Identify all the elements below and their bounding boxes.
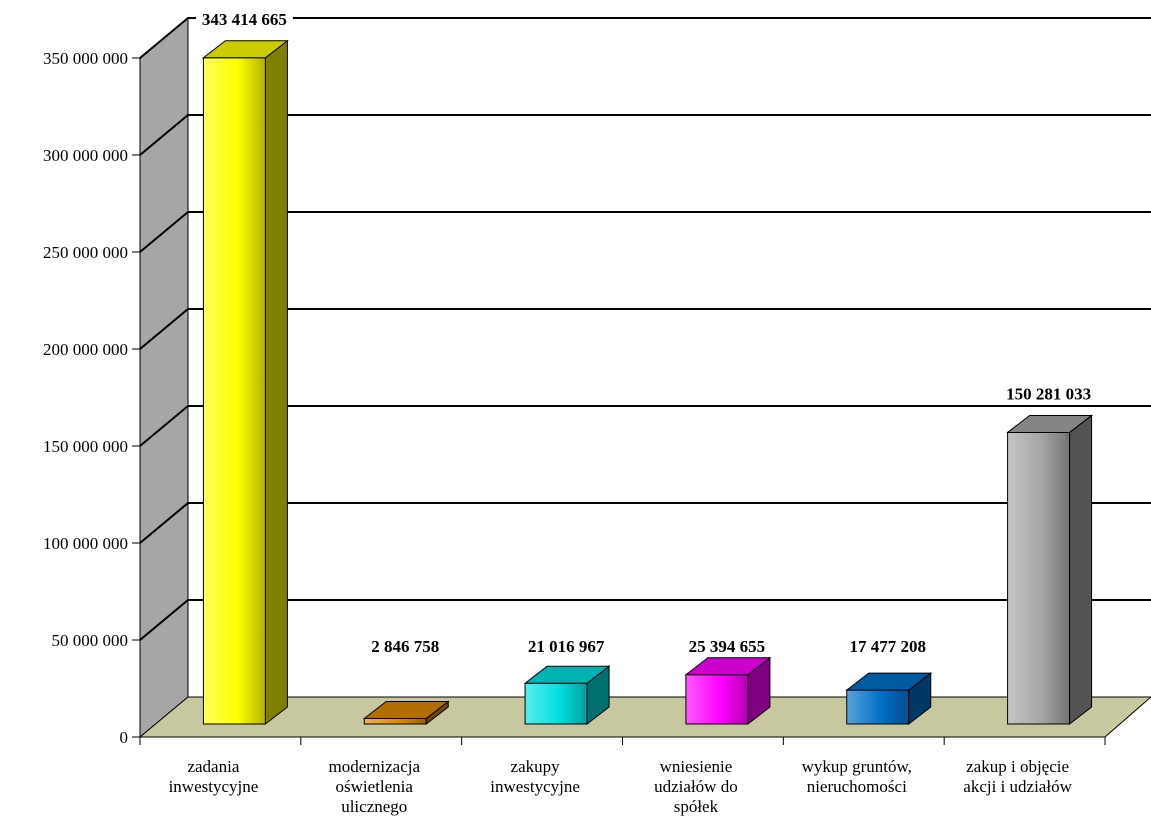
gridline	[139, 405, 1151, 447]
data-label: 21 016 967	[528, 637, 605, 656]
side-wall	[139, 16, 189, 739]
gridline	[139, 17, 1151, 59]
gridline	[139, 308, 1151, 350]
data-labels: 343 414 665 2 846 758 21 016 967 25 394 655…	[195, 7, 1091, 656]
bar-front	[846, 689, 910, 725]
bar-top	[1006, 414, 1094, 433]
bar-front	[202, 57, 266, 725]
y-tick-label: 150 000 000	[43, 437, 128, 456]
bar-side	[1069, 414, 1093, 726]
bar	[1006, 414, 1094, 726]
y-tick-label: 0	[120, 728, 129, 747]
bar	[362, 700, 450, 726]
y-tick-label: 300 000 000	[43, 146, 128, 165]
bar-front	[685, 674, 749, 725]
bar	[845, 672, 933, 726]
bar-top	[362, 700, 450, 719]
x-tick-label: wykup gruntów, nieruchomości	[802, 757, 912, 796]
bar-top	[684, 657, 772, 676]
x-tick-label: zadania inwestycyjne	[169, 757, 259, 796]
y-tick-label: 200 000 000	[43, 340, 128, 359]
bar	[201, 39, 289, 726]
chart-walls	[138, 16, 1151, 739]
y-tick-label: 250 000 000	[43, 243, 128, 262]
bar-front	[524, 682, 588, 725]
x-tick-label: zakup i objęcie akcji i udziałów	[963, 757, 1072, 796]
x-tick-label: wniesienie udziałów do spółek	[654, 757, 738, 816]
gridline	[139, 599, 1151, 641]
data-label: 25 394 655	[689, 637, 766, 656]
axes	[132, 57, 1106, 745]
data-label: 2 846 758	[371, 637, 439, 656]
gridline	[139, 114, 1151, 156]
floor	[138, 696, 1151, 738]
bar-side	[264, 39, 288, 726]
bar-front	[363, 717, 427, 725]
x-tick-label: zakupy inwestycyjne	[490, 757, 580, 796]
bars	[201, 39, 1094, 726]
gridline	[139, 211, 1151, 253]
data-label: 17 477 208	[850, 637, 927, 656]
bar	[684, 656, 772, 726]
bar-top	[845, 672, 933, 691]
x-tick-labels: zadania inwestycyjne modernizacja oświetlen…	[169, 757, 1073, 816]
bar-top	[201, 40, 289, 59]
bar	[523, 665, 611, 726]
y-tick-label: 50 000 000	[52, 631, 129, 650]
x-tick-label: modernizacja oświetlenia ulicznego	[328, 757, 420, 816]
y-tick-label: 100 000 000	[43, 534, 128, 553]
bar-top	[523, 665, 611, 684]
data-label-bg	[195, 7, 293, 31]
gridline	[139, 502, 1151, 544]
data-label: 150 281 033	[1006, 384, 1091, 403]
data-label: 343 414 665	[202, 10, 287, 29]
bar-front	[1007, 431, 1071, 725]
gridlines	[139, 17, 1151, 641]
y-tick-label: 350 000 000	[43, 49, 128, 68]
y-tick-labels: 0 50 000 000 100 000 000 150 000 000 200 000…	[43, 49, 128, 747]
